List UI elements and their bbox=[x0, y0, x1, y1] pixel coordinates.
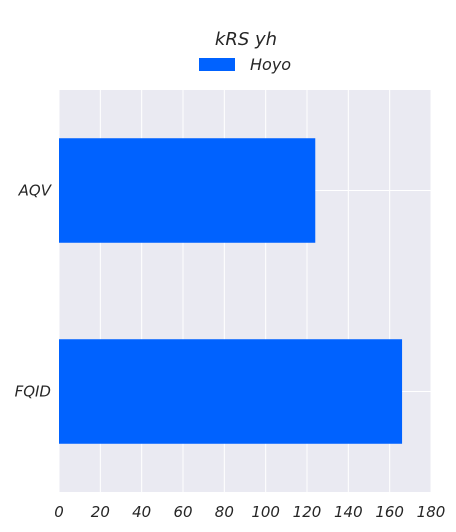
y-tick-label: FQID bbox=[15, 383, 51, 401]
x-tick-label: 160 bbox=[375, 503, 404, 521]
y-tick-label: AQV bbox=[18, 182, 53, 200]
x-tick-label: 120 bbox=[293, 503, 322, 521]
legend: Hoyo bbox=[199, 55, 291, 74]
x-tick-label: 80 bbox=[215, 503, 234, 521]
x-tick-label: 20 bbox=[91, 503, 110, 521]
legend-label: Hoyo bbox=[250, 55, 291, 74]
bar-fqid bbox=[59, 339, 403, 444]
x-tick-labels: 0 20 40 60 80 100 120 140 160 180 bbox=[54, 503, 445, 521]
y-tick-labels: AQV FQID bbox=[15, 182, 53, 401]
x-tick-label: 140 bbox=[334, 503, 363, 521]
x-tick-label: 40 bbox=[132, 503, 151, 521]
bar-aqv bbox=[59, 138, 316, 243]
chart-title: kRS yh bbox=[215, 29, 277, 50]
bars bbox=[59, 138, 403, 444]
legend-swatch bbox=[199, 58, 235, 71]
x-tick-label: 0 bbox=[54, 503, 64, 521]
x-tick-label: 100 bbox=[251, 503, 280, 521]
x-tick-label: 60 bbox=[173, 503, 192, 521]
x-tick-label: 180 bbox=[417, 503, 446, 521]
